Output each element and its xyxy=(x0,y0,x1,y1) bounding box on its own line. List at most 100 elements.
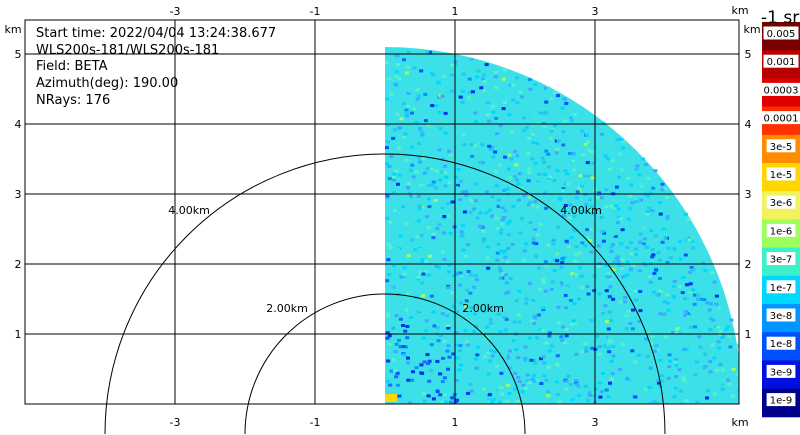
sector-cell xyxy=(528,336,532,340)
sector-cell xyxy=(721,334,726,338)
sector-cell xyxy=(516,78,521,82)
sector-cell xyxy=(430,104,435,108)
sector-cell xyxy=(604,254,609,258)
sector-cell xyxy=(695,352,700,356)
sector-cell xyxy=(543,191,547,195)
sector-cell xyxy=(606,395,611,399)
sector-cell xyxy=(557,242,562,246)
sector-cell xyxy=(681,347,686,351)
sector-cell xyxy=(531,373,536,377)
sector-cell xyxy=(587,391,592,395)
sector-cell xyxy=(575,190,580,194)
sector-cell xyxy=(522,194,527,197)
sector-cell xyxy=(523,345,528,349)
sector-cell xyxy=(499,231,504,235)
sector-cell xyxy=(553,91,558,95)
sector-cell xyxy=(424,270,429,274)
start-time-text: Start time: 2022/04/04 13:24:38.677 xyxy=(36,26,277,41)
sector-cell xyxy=(611,297,616,301)
sector-cell xyxy=(443,111,448,115)
sector-cell xyxy=(625,376,629,380)
sector-cell xyxy=(505,187,510,191)
sector-cell xyxy=(605,275,610,279)
sector-cell xyxy=(453,186,458,190)
sector-cell xyxy=(517,313,521,317)
y-tick-label-left: 5 xyxy=(15,48,22,61)
sector-cell xyxy=(440,94,445,98)
sector-cell xyxy=(537,172,541,176)
sector-cell xyxy=(591,311,596,315)
sector-cell xyxy=(554,313,559,317)
sector-cell xyxy=(417,207,422,211)
sector-cell xyxy=(620,146,625,150)
sector-cell xyxy=(410,163,415,167)
sector-cell xyxy=(503,209,508,213)
sector-cell xyxy=(662,300,667,304)
sector-cell xyxy=(610,372,615,376)
sector-cell xyxy=(418,160,422,164)
sector-cell xyxy=(397,338,401,342)
sector-cell xyxy=(589,205,594,208)
sector-cell xyxy=(501,272,506,276)
sector-cell xyxy=(531,237,536,241)
sector-cell xyxy=(419,363,424,367)
sector-cell xyxy=(617,143,622,147)
sector-cell xyxy=(617,175,621,179)
sector-cell xyxy=(683,212,688,216)
sector-cell xyxy=(391,358,396,362)
sector-cell xyxy=(414,121,419,125)
sector-cell xyxy=(600,350,605,354)
sector-cell xyxy=(426,226,431,229)
sector-cell xyxy=(509,353,513,357)
sector-cell xyxy=(589,250,594,254)
sector-cell xyxy=(548,175,553,179)
sector-cell xyxy=(397,77,402,80)
sector-cell xyxy=(387,177,392,181)
colorbar-label-bg xyxy=(763,54,799,68)
sector-cell xyxy=(432,324,437,328)
sector-cell xyxy=(496,242,501,246)
sector-cell xyxy=(681,376,686,380)
sector-cell xyxy=(660,240,665,244)
sector-cell xyxy=(406,254,411,258)
sector-cell xyxy=(604,316,609,320)
sector-cell xyxy=(536,179,541,183)
sector-cell xyxy=(495,251,500,255)
sector-cell xyxy=(481,73,486,77)
sector-cell xyxy=(435,326,440,330)
sector-cell xyxy=(493,169,498,173)
sector-cell xyxy=(424,259,429,263)
sector-cell xyxy=(511,98,516,102)
sector-cell xyxy=(611,354,616,358)
sector-cell xyxy=(402,353,407,357)
sector-cell xyxy=(590,346,595,350)
sector-cell xyxy=(421,294,425,298)
sector-cell xyxy=(502,315,507,319)
sector-cell xyxy=(663,335,668,339)
sector-cell xyxy=(650,248,655,252)
sector-cell xyxy=(619,300,624,304)
sector-cell xyxy=(451,352,456,356)
sector-cell xyxy=(516,260,521,264)
sector-cell xyxy=(572,168,577,172)
sector-cell xyxy=(527,281,532,285)
sector-cell xyxy=(580,209,585,213)
sector-cell xyxy=(514,299,519,303)
sector-cell xyxy=(580,241,585,245)
y-tick-label-right: 2 xyxy=(745,258,752,271)
sector-cell xyxy=(724,327,729,331)
sector-cell xyxy=(693,325,698,329)
sector-cell xyxy=(604,205,609,209)
sector-cell xyxy=(457,349,462,353)
colorbar-label: 3e-9 xyxy=(770,367,793,378)
sector-cell xyxy=(669,350,674,354)
sector-cell xyxy=(518,231,523,235)
sector-cell xyxy=(642,250,646,254)
sector-cell xyxy=(404,125,409,129)
sector-cell xyxy=(454,172,459,176)
sector-cell xyxy=(540,288,545,292)
sector-cell xyxy=(423,121,428,125)
range-ring-label: 2.00km xyxy=(266,302,308,315)
sector-cell xyxy=(585,399,590,403)
sector-cell xyxy=(550,402,554,404)
